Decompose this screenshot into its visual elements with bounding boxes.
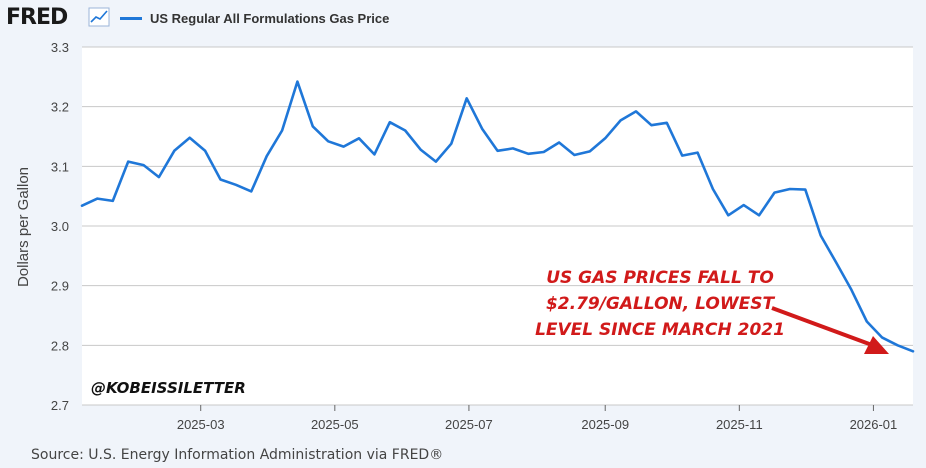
x-tick-label: 2025-03 — [177, 417, 225, 432]
annotation-line: $2.79/GALLON, LOWEST — [545, 294, 775, 314]
legend-label: US Regular All Formulations Gas Price — [150, 10, 390, 26]
series-group — [80, 80, 915, 353]
y-axis-label: Dollars per Gallon — [15, 167, 32, 287]
watermark: @KOBEISSILETTER — [91, 379, 246, 397]
series-line — [80, 80, 915, 353]
y-tick-label: 2.8 — [51, 338, 69, 353]
y-tick-label: 3.2 — [51, 100, 69, 115]
fred-logo[interactable]: FRED — [6, 5, 68, 30]
y-tick-label: 3.0 — [51, 219, 69, 234]
source-note[interactable]: Source: U.S. Energy Information Administ… — [31, 447, 444, 463]
line-chart: 2.72.82.93.03.13.23.3 2025-03 2025-05 2025… — [15, 40, 915, 432]
x-tick-label: 2025-09 — [581, 417, 629, 432]
x-tick-label: 2025-11 — [716, 417, 763, 432]
y-tick-label: 3.3 — [51, 40, 69, 55]
y-tick-label: 2.7 — [51, 398, 69, 413]
annotation-line: US GAS PRICES FALL TO — [546, 268, 774, 288]
annotation-arrow — [771, 306, 889, 354]
chart-legend: US Regular All Formulations Gas Price — [120, 8, 389, 28]
x-axis-ticks: 2025-03 2025-05 2025-07 2025-09 2025-11 2026-… — [177, 405, 897, 432]
x-tick-label: 2025-05 — [311, 417, 359, 432]
x-tick-label: 2025-07 — [445, 417, 493, 432]
y-axis-ticks: 2.7 2.8 2.9 3.0 3.1 3.2 3.3 — [51, 40, 69, 413]
annotation-line: LEVEL SINCE MARCH 2021 — [535, 320, 785, 340]
chart-header: FRED US Regular All Formulations Gas Pri… — [0, 0, 926, 36]
x-tick-label: 2026-01 — [850, 417, 898, 432]
y-tick-label: 3.1 — [51, 159, 69, 174]
legend-swatch — [120, 16, 142, 20]
line-chart-icon — [88, 7, 110, 27]
grid-lines — [82, 46, 913, 406]
y-tick-label: 2.9 — [51, 279, 69, 294]
annotation-text: US GAS PRICES FALL TO $2.79/GALLON, LOWE… — [515, 265, 805, 343]
